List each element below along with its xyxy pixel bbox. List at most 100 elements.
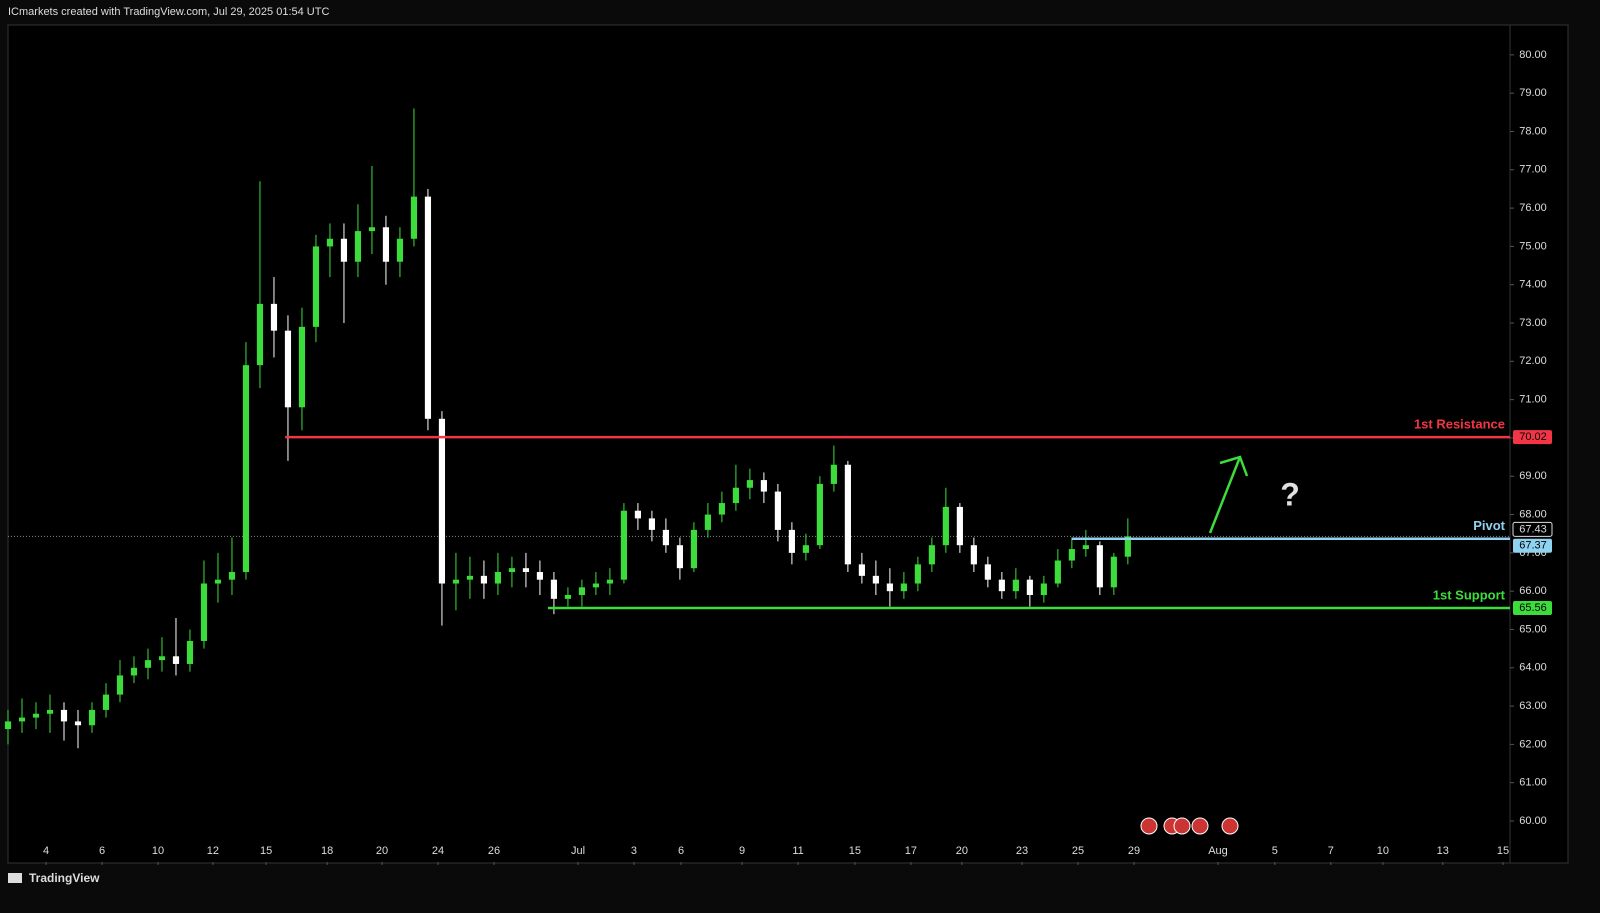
event-icons bbox=[1140, 817, 1239, 835]
x-tick-label: 20 bbox=[376, 845, 388, 857]
candle-body bbox=[1124, 536, 1131, 557]
candle-body bbox=[886, 583, 893, 592]
candle-body bbox=[956, 506, 963, 546]
candle-body bbox=[144, 660, 152, 668]
candle-body bbox=[900, 583, 907, 592]
y-tick-label: 80.00 bbox=[1519, 49, 1547, 61]
candle-body bbox=[550, 579, 558, 599]
y-tick-label: 69.00 bbox=[1519, 470, 1547, 482]
x-tick-label: 11 bbox=[792, 845, 803, 857]
candle-body bbox=[1096, 545, 1103, 588]
x-tick-label: 7 bbox=[1328, 845, 1334, 857]
candle-body bbox=[228, 572, 236, 580]
candle-body bbox=[32, 713, 40, 718]
candle-body bbox=[172, 656, 180, 664]
candle-body bbox=[676, 545, 683, 569]
x-tick-label: 15 bbox=[849, 845, 861, 857]
candle-body bbox=[312, 246, 320, 327]
candle-body bbox=[88, 709, 96, 726]
candle-body bbox=[242, 365, 250, 573]
candle-body bbox=[1110, 556, 1117, 588]
x-tick-label: 3 bbox=[631, 845, 637, 857]
candle-body bbox=[102, 694, 110, 710]
candle-body bbox=[466, 575, 474, 580]
candle-body bbox=[270, 303, 278, 331]
arrow bbox=[1208, 455, 1249, 534]
level-price-tag bbox=[1513, 538, 1552, 553]
candle-body bbox=[970, 545, 977, 565]
chart-pane bbox=[7, 24, 1569, 864]
x-tick-label: 15 bbox=[260, 845, 272, 857]
candle-body bbox=[802, 545, 809, 553]
level-label: Pivot bbox=[1473, 518, 1505, 533]
candle-body bbox=[928, 545, 935, 565]
candle-body bbox=[452, 579, 460, 584]
candle-body bbox=[410, 196, 418, 239]
candle-body bbox=[606, 579, 613, 584]
level-label: 1st Resistance bbox=[1414, 417, 1505, 432]
y-tick-label: 73.00 bbox=[1519, 317, 1547, 329]
candle-body bbox=[326, 238, 334, 247]
x-tick-label: 10 bbox=[152, 845, 164, 857]
candle-body bbox=[592, 583, 600, 588]
y-tick-label: 64.00 bbox=[1519, 662, 1547, 674]
candle-body bbox=[4, 721, 12, 730]
candle-body bbox=[1012, 579, 1019, 592]
footer-logo bbox=[8, 873, 22, 883]
candle-body bbox=[480, 575, 488, 584]
candle-body bbox=[774, 491, 781, 530]
x-tick-label: 17 bbox=[905, 845, 917, 857]
candle-body bbox=[368, 227, 376, 232]
candle-body bbox=[732, 487, 739, 504]
y-tick-label: 76.00 bbox=[1519, 202, 1547, 214]
candle-body bbox=[690, 529, 697, 569]
x-tick-label: 4 bbox=[43, 845, 49, 857]
level-price: 67.37 bbox=[1519, 540, 1547, 552]
y-tick-label: 75.00 bbox=[1519, 240, 1547, 252]
candle-body bbox=[872, 575, 879, 584]
candle-body bbox=[18, 717, 26, 722]
candle-body bbox=[1040, 583, 1047, 596]
x-tick-label: 26 bbox=[488, 845, 500, 857]
candle-body bbox=[298, 326, 306, 408]
candle-body bbox=[914, 564, 921, 584]
candle-body bbox=[1082, 545, 1089, 550]
candle-body bbox=[942, 506, 949, 546]
candle-body bbox=[494, 572, 502, 584]
candle-body bbox=[718, 503, 725, 515]
candle-body bbox=[816, 483, 823, 546]
footer-brand: TradingView bbox=[29, 871, 100, 885]
x-tick-label: Aug bbox=[1208, 845, 1228, 857]
candle-body bbox=[116, 675, 124, 695]
candle-body bbox=[424, 196, 432, 419]
candle-body bbox=[830, 464, 837, 484]
candle-body bbox=[186, 640, 194, 664]
candle-body bbox=[620, 510, 627, 580]
candle-body bbox=[844, 464, 851, 565]
x-tick-label: 23 bbox=[1016, 845, 1028, 857]
x-tick-label: Jul bbox=[571, 845, 585, 857]
x-tick-label: 6 bbox=[678, 845, 684, 857]
annotation: ? bbox=[1280, 476, 1300, 512]
candle-body bbox=[130, 667, 138, 676]
candle-body bbox=[284, 330, 292, 408]
x-tick-label: 13 bbox=[1437, 845, 1449, 857]
y-tick-label: 74.00 bbox=[1519, 279, 1547, 291]
candle-body bbox=[788, 529, 795, 553]
y-tick-label: 77.00 bbox=[1519, 164, 1547, 176]
header: ICmarkets created with TradingView.com, … bbox=[8, 6, 329, 18]
x-tick-label: 15 bbox=[1497, 845, 1509, 857]
x-tick-label: 24 bbox=[432, 845, 444, 857]
x-tick-label: 6 bbox=[99, 845, 105, 857]
candle-body bbox=[74, 721, 82, 726]
level-price: 70.02 bbox=[1519, 431, 1547, 443]
candle-body bbox=[746, 480, 753, 488]
candle-body bbox=[438, 418, 446, 584]
candle-body bbox=[1026, 579, 1033, 596]
candle-body bbox=[60, 709, 68, 722]
candle-body bbox=[998, 579, 1005, 592]
candle-body bbox=[578, 587, 586, 596]
x-tick-label: 25 bbox=[1072, 845, 1084, 857]
current-price: 67.43 bbox=[1519, 523, 1547, 535]
